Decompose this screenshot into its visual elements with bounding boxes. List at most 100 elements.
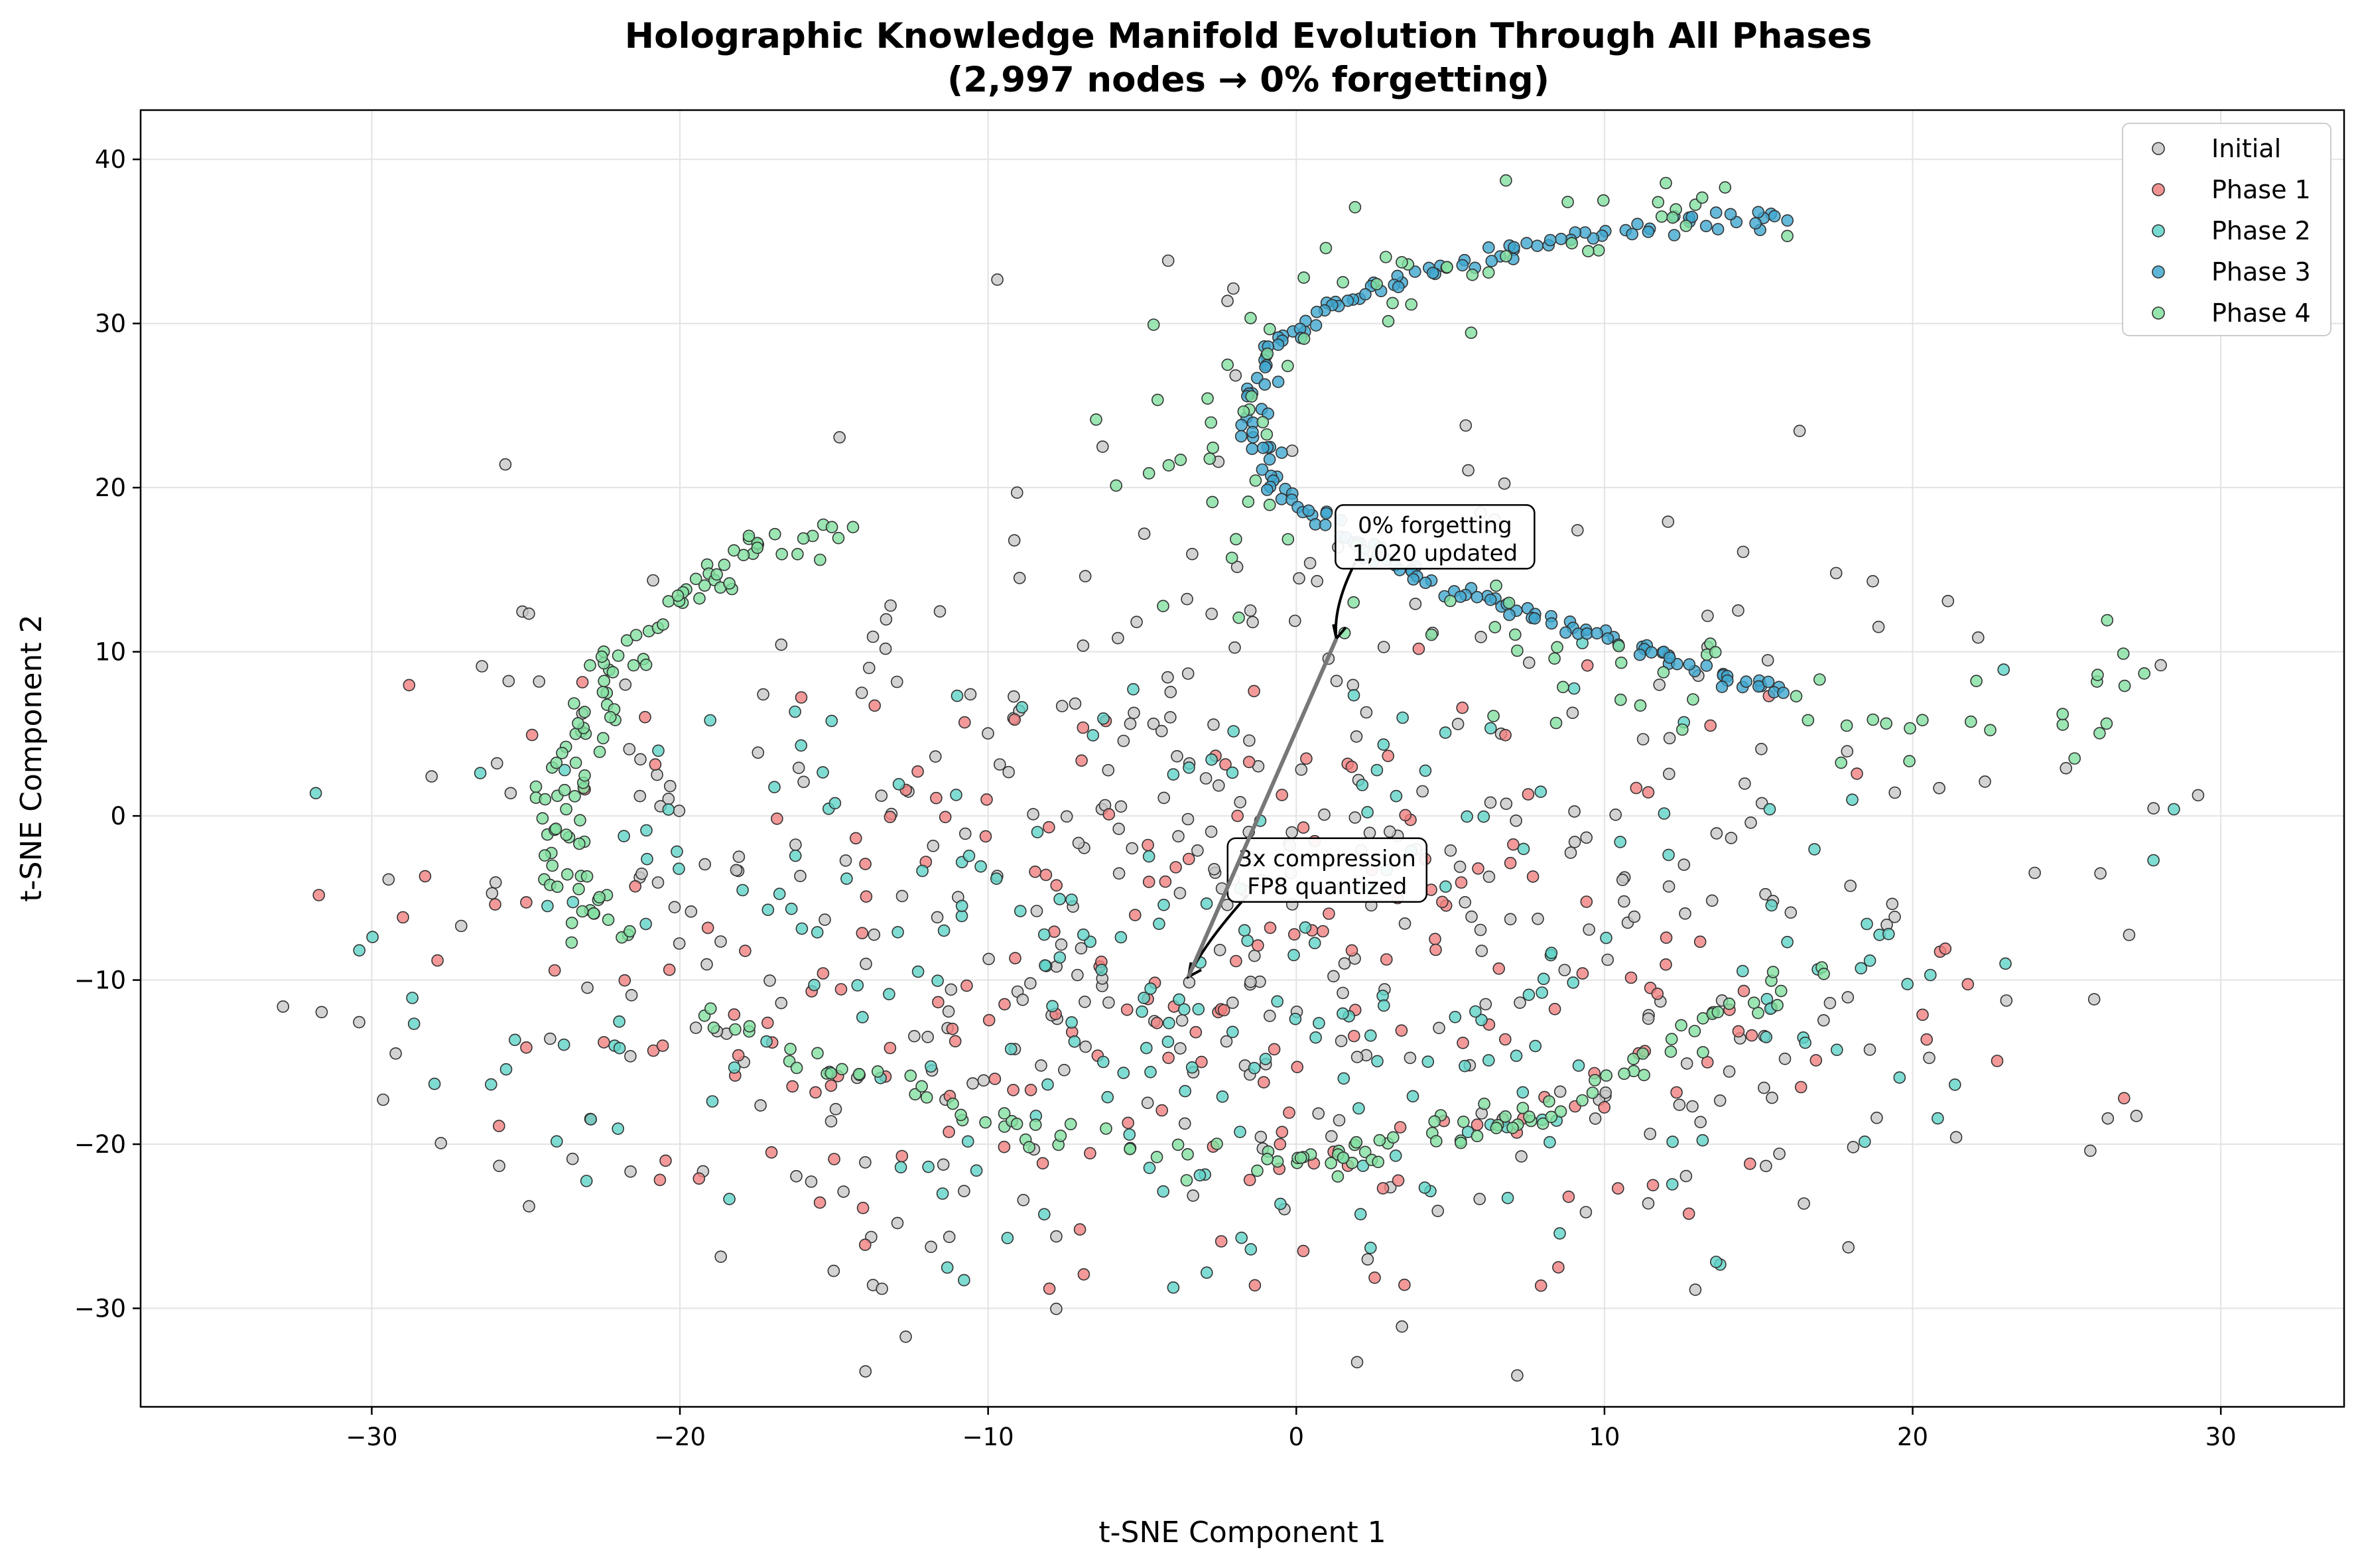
scatter-point-initial: [1325, 1130, 1338, 1143]
scatter-point-initial: [1179, 1117, 1191, 1130]
scatter-point-initial: [1346, 679, 1360, 692]
scatter-point-phase-1: [659, 1154, 672, 1167]
scatter-point-phase-1: [732, 1049, 745, 1062]
scatter-point-phase-2: [1097, 1055, 1110, 1069]
scatter-point-initial: [2192, 789, 2205, 802]
scatter-point-phase-3: [1276, 446, 1288, 459]
scatter-point-phase-2: [639, 917, 653, 931]
scatter-point-phase-2: [1241, 935, 1254, 947]
scatter-point-phase-4: [1557, 681, 1569, 694]
scatter-point-phase-2: [1545, 947, 1558, 959]
scatter-point-phase-4: [1425, 628, 1438, 641]
scatter-point-phase-4: [1337, 276, 1349, 289]
scatter-point-phase-4: [769, 527, 781, 541]
scatter-point-phase-2: [557, 1038, 570, 1051]
scatter-point-phase-4: [560, 828, 573, 841]
scatter-point-phase-3: [1709, 206, 1723, 219]
scatter-point-phase-4: [1010, 1118, 1023, 1130]
scatter-point-initial: [982, 727, 994, 740]
scatter-point-phase-4: [1225, 551, 1238, 564]
scatter-point-initial: [1583, 923, 1595, 936]
scatter-point-phase-4: [539, 793, 552, 806]
scatter-point-phase-2: [1537, 972, 1550, 986]
scatter-point-phase-4: [1500, 174, 1512, 187]
scatter-point-phase-2: [1361, 806, 1374, 818]
scatter-point-phase-2: [541, 899, 554, 913]
scatter-point-phase-3: [1559, 626, 1572, 639]
legend-label: Phase 4: [2211, 298, 2311, 328]
scatter-point-phase-1: [1456, 701, 1469, 714]
scatter-point-initial: [977, 1074, 990, 1087]
scatter-point-phase-2: [613, 1041, 626, 1055]
scatter-point-phase-4: [689, 572, 702, 586]
scatter-point-phase-4: [1545, 1110, 1558, 1124]
scatter-point-phase-1: [868, 699, 881, 712]
scatter-point-initial: [942, 1005, 955, 1018]
scatter-point-initial: [1205, 825, 1218, 838]
scatter-point-phase-3: [1359, 288, 1372, 301]
scatter-point-phase-3: [1715, 681, 1729, 693]
scatter-point-phase-1: [1248, 1279, 1262, 1292]
scatter-point-phase-2: [1309, 1031, 1322, 1044]
scatter-point-phase-1: [1534, 1279, 1547, 1292]
scatter-point-phase-2: [1157, 899, 1170, 911]
scatter-point-initial: [1172, 830, 1185, 843]
scatter-point-phase-2: [1882, 927, 1895, 941]
scatter-point-initial: [933, 605, 947, 618]
scatter-point-phase-4: [1251, 1164, 1264, 1177]
y-tick-label: 20: [95, 474, 126, 502]
scatter-point-initial: [908, 1029, 921, 1043]
scatter-point-phase-4: [580, 870, 594, 883]
scatter-point-phase-2: [851, 979, 864, 992]
scatter-point-phase-1: [1809, 1054, 1823, 1067]
scatter-point-phase-2: [612, 1122, 625, 1135]
scatter-point-phase-2: [309, 787, 322, 800]
scatter-point-phase-1: [939, 811, 952, 824]
scatter-point-phase-2: [1259, 1053, 1272, 1065]
scatter-point-initial: [1147, 717, 1160, 730]
scatter-point-phase-2: [1004, 1043, 1018, 1055]
scatter-point-initial: [1686, 1100, 1699, 1113]
scatter-point-phase-4: [536, 812, 549, 825]
scatter-point-initial: [1181, 667, 1195, 680]
scatter-point-phase-1: [859, 1238, 872, 1251]
scatter-point-phase-2: [1461, 810, 1473, 823]
scatter-point-phase-2: [1016, 701, 1029, 714]
scatter-point-initial: [1181, 592, 1193, 606]
annotation-arrowhead: [1332, 623, 1347, 642]
scatter-point-phase-2: [728, 1061, 741, 1074]
scatter-point-phase-4: [1264, 322, 1276, 336]
scatter-point-phase-1: [761, 1016, 774, 1029]
scatter-point-phase-2: [1038, 928, 1051, 941]
scatter-point-phase-2: [736, 883, 749, 897]
scatter-point-initial: [1479, 998, 1492, 1011]
scatter-point-initial: [1199, 772, 1213, 785]
scatter-point-phase-1: [1576, 967, 1589, 980]
scatter-point-phase-4: [1110, 479, 1122, 492]
scatter-point-initial: [714, 1250, 727, 1263]
scatter-point-phase-4: [1457, 1116, 1470, 1128]
scatter-point-phase-4: [593, 746, 606, 758]
scatter-point-phase-2: [1274, 1197, 1287, 1210]
scatter-point-initial: [1207, 718, 1220, 731]
scatter-point-phase-2: [1201, 1266, 1213, 1279]
scatter-point-phase-4: [1348, 201, 1362, 214]
scatter-point-initial: [1126, 842, 1138, 855]
scatter-point-phase-2: [1117, 1067, 1130, 1079]
scatter-point-phase-1: [824, 1079, 838, 1092]
scatter-point-phase-2: [1299, 921, 1312, 934]
scatter-point-phase-4: [909, 1088, 921, 1101]
scatter-point-initial: [1759, 887, 1772, 901]
scatter-point-initial: [1350, 730, 1363, 743]
scatter-point-phase-2: [1227, 725, 1240, 738]
scatter-point-phase-1: [860, 890, 873, 903]
scatter-point-phase-2: [1484, 722, 1497, 735]
scatter-point-phase-2: [652, 744, 665, 757]
scatter-point-phase-1: [639, 710, 651, 724]
scatter-point-initial: [1138, 527, 1151, 541]
scatter-point-initial: [789, 838, 802, 851]
scatter-point-phase-1: [576, 676, 589, 688]
scatter-point-phase-3: [1426, 267, 1439, 279]
scatter-point-initial: [1229, 369, 1242, 382]
scatter-point-phase-1: [1394, 1121, 1407, 1134]
